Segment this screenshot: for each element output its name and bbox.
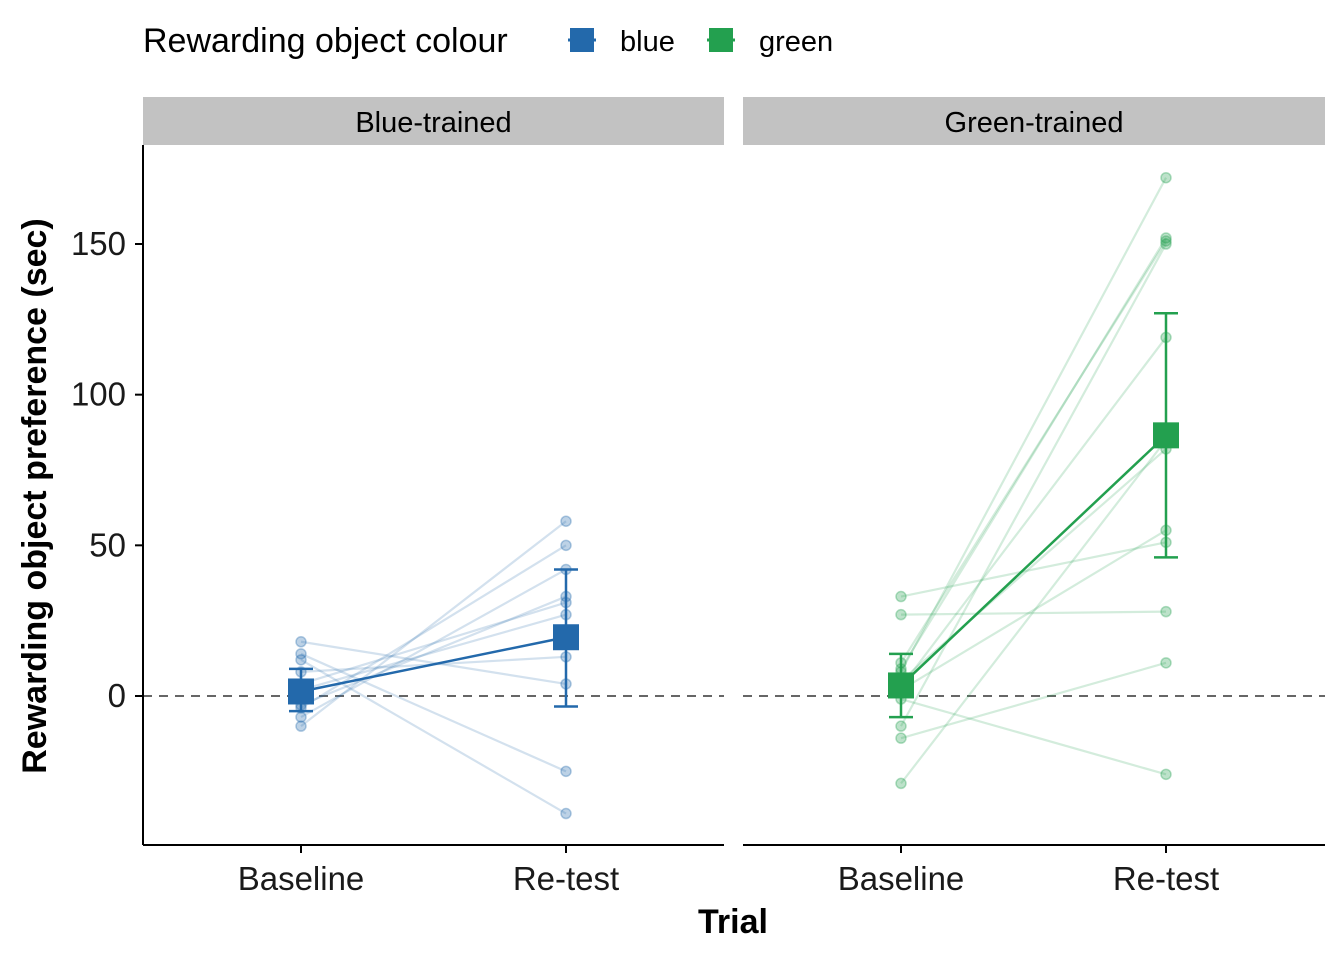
mean-point (553, 624, 579, 651)
mean-point (288, 678, 314, 705)
panel-green-trained: Green-trained Baseline Re-test (743, 97, 1325, 897)
individual-point (560, 765, 572, 778)
mean-point (1153, 422, 1179, 449)
individual-point (895, 720, 907, 732)
x-tick-label: Baseline (238, 860, 365, 897)
individual-point (295, 720, 307, 732)
x-tick-label: Re-test (513, 860, 619, 897)
individual-line (300, 652, 567, 773)
individual-point (1160, 657, 1172, 669)
y-tick-label: 50 (89, 526, 126, 563)
individual-line (300, 658, 567, 815)
y-tick-label: 0 (108, 677, 126, 714)
individual-line (900, 439, 1167, 785)
mean-line (900, 434, 1167, 687)
legend-key-green (709, 28, 733, 52)
individual-point (1160, 768, 1172, 781)
individual-point (295, 636, 307, 648)
individual-point (1160, 235, 1172, 247)
individual-point (560, 807, 572, 820)
facet-strip-label: Green-trained (945, 107, 1124, 139)
individual-line (900, 661, 1167, 740)
individual-line (900, 610, 1167, 616)
individual-line (900, 237, 1167, 670)
individual-point (295, 654, 307, 666)
individual-point (895, 732, 907, 744)
mean-line (300, 636, 567, 693)
individual-line (900, 240, 1167, 664)
legend-label-green: green (759, 26, 833, 58)
individual-line (900, 529, 1167, 691)
y-tick-label: 150 (71, 225, 126, 262)
individual-line (300, 595, 567, 707)
facet-strip (143, 97, 724, 145)
legend-title: Rewarding object colour (143, 22, 508, 60)
facet-strip-label: Blue-trained (355, 107, 511, 139)
individual-point (1160, 605, 1172, 618)
legend-entries: blue green (568, 26, 833, 58)
facet-strip (743, 97, 1325, 145)
x-tick-label: Baseline (838, 860, 965, 897)
individual-line (300, 640, 567, 686)
individual-line (900, 541, 1167, 598)
individual-point (895, 608, 907, 621)
individual-point (1160, 232, 1172, 244)
legend-label-blue: blue (620, 26, 675, 58)
x-tick-label: Re-test (1113, 860, 1219, 897)
individual-point (895, 590, 907, 603)
individual-line (300, 601, 567, 685)
mean-point (888, 672, 914, 699)
individual-line (300, 520, 567, 728)
individual-line (900, 336, 1167, 688)
individual-point (895, 777, 907, 790)
x-axis-title: Trial (698, 903, 768, 941)
individual-point (295, 648, 307, 660)
individual-point (560, 539, 572, 552)
individual-line (900, 177, 1167, 673)
individual-line (300, 568, 567, 719)
individual-line (900, 243, 1167, 727)
y-axis-title: Rewarding object preference (sec) (16, 218, 54, 774)
panel-blue-trained: Blue-trained Baseline Re-test (143, 97, 724, 897)
individual-line (300, 544, 567, 709)
individual-line (300, 613, 567, 692)
legend: Rewarding object colour blue green (143, 22, 833, 60)
y-axis: 0 50 100 150 (71, 145, 144, 845)
individual-point (1160, 171, 1172, 184)
individual-line (900, 697, 1167, 776)
individual-point (1160, 238, 1172, 250)
y-tick-label: 100 (71, 376, 126, 413)
legend-key-blue (570, 28, 594, 52)
individual-point (560, 515, 572, 527)
